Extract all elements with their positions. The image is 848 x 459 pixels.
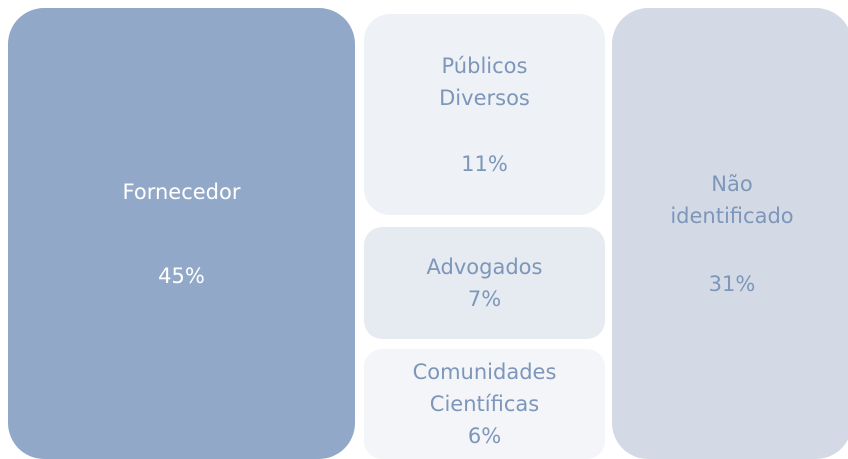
tile: Advogados 7% [364, 227, 605, 339]
tile-label: Não identificado [670, 171, 794, 228]
tile-label: Públicos Diversos [439, 53, 530, 110]
value-label: 11% [461, 151, 508, 176]
value-label: 45% [158, 263, 205, 288]
tile-label: Advogados [426, 255, 543, 279]
tile-label: Comunidades Científicas [412, 360, 557, 416]
value-label: 7% [467, 287, 502, 311]
tile: Não identificado 31% [612, 8, 848, 459]
tile: Fornecedor 45% [8, 8, 355, 459]
value-label: 6% [467, 424, 502, 448]
value-label: 31% [708, 271, 756, 296]
tile: Comunidades Científicas 6% [364, 349, 605, 459]
tile-label: Fornecedor [122, 179, 241, 204]
tile: Públicos Diversos 11% [364, 14, 605, 215]
